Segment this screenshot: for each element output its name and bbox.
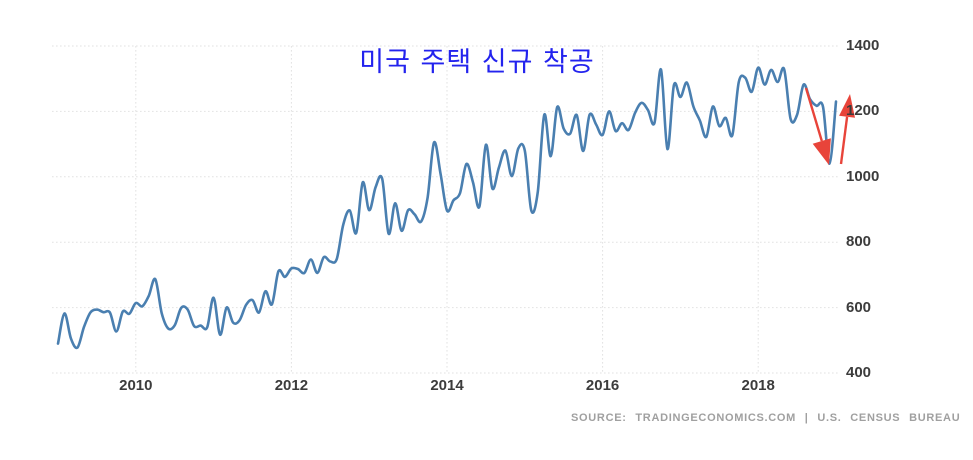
series-line: [56, 66, 838, 350]
grid-lines: [52, 45, 840, 374]
chart-title: 미국 주택 신규 착공: [359, 47, 595, 78]
down-arrow: [804, 87, 831, 165]
up-arrow: [839, 94, 855, 165]
source-text: SOURCE: TRADINGECONOMICS.COM | U.S. CENS…: [571, 412, 961, 424]
